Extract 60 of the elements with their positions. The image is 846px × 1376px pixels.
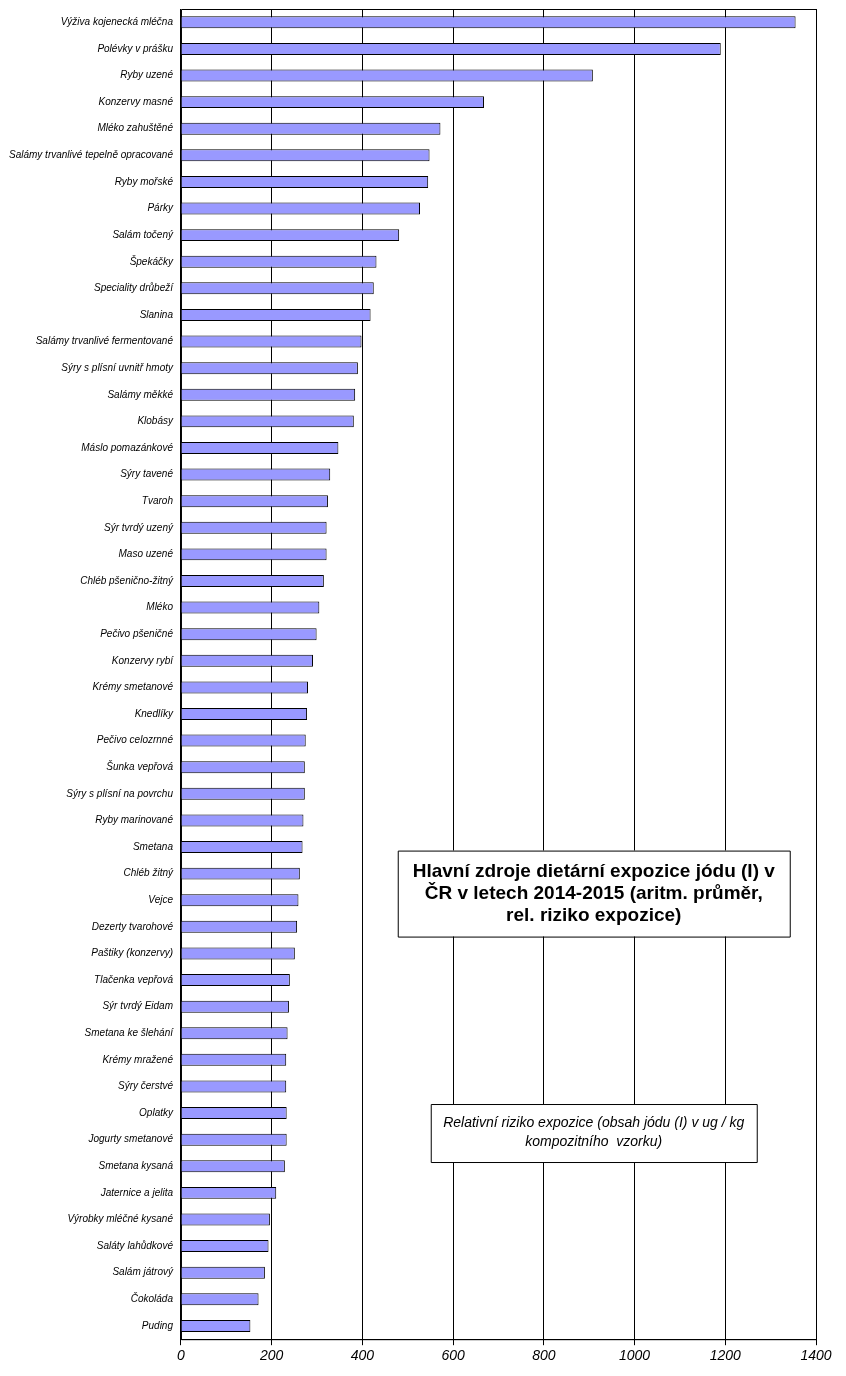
y-tick-label: Sýr tvrdý Eidam bbox=[102, 1000, 173, 1012]
y-tick-label: Špekáčky bbox=[129, 254, 174, 267]
y-tick-label: Chléb pšenično-žitný bbox=[80, 574, 174, 586]
y-tick-label: Vejce bbox=[148, 894, 174, 906]
y-tick-label: Speciality drůbeží bbox=[94, 282, 175, 294]
y-tick-label: Saláty lahůdkové bbox=[96, 1239, 174, 1251]
x-tick-label: 800 bbox=[532, 1347, 556, 1364]
y-tick-label: Konzervy masné bbox=[98, 95, 174, 107]
y-tick-label: Ryby uzené bbox=[120, 69, 174, 81]
x-tick-label: 600 bbox=[441, 1347, 466, 1364]
y-tick-label: Krémy mražené bbox=[102, 1053, 174, 1065]
y-tick-label: Dezerty tvarohové bbox=[91, 920, 174, 932]
y-tick-label: Smetana ke šlehání bbox=[84, 1027, 175, 1039]
y-tick-label: Pečivo pšeničné bbox=[100, 627, 174, 639]
x-tick-label: 1400 bbox=[800, 1347, 832, 1364]
y-tick-label: Salámy trvanlivé fermentované bbox=[35, 335, 174, 347]
x-tick-label: 400 bbox=[350, 1347, 375, 1364]
y-tick-label: Mléko zahuštěné bbox=[97, 122, 174, 134]
y-tick-label: Tlačenka vepřová bbox=[94, 973, 174, 985]
y-tick-label: Sýry s plísní uvnitř hmoty bbox=[61, 361, 174, 373]
text: Hlavní zdroje dietární expozice jódu (I) v ČR v letech 2014-2015 (aritm. průměr, rel. riziko expozice) bbox=[412, 859, 776, 925]
y-tick-label: Puding bbox=[141, 1319, 174, 1331]
y-tick-label: Konzervy rybí bbox=[111, 654, 175, 666]
y-tick-label: Sýry tavené bbox=[120, 468, 174, 480]
y-tick-label: Šunka vepřová bbox=[106, 760, 174, 772]
y-tick-label: Výživa kojenecká mléčna bbox=[60, 16, 174, 28]
y-tick-label: Sýr tvrdý uzený bbox=[104, 521, 174, 533]
y-tick-label: Jogurty smetanové bbox=[87, 1133, 174, 1145]
y-tick-label: Salám játrový bbox=[112, 1266, 174, 1278]
y-tick-label: Máslo pomazánkové bbox=[81, 441, 174, 453]
y-tick-label: Ryby mořské bbox=[114, 175, 174, 187]
x-tick-label: 1000 bbox=[618, 1347, 651, 1364]
y-tick-label: Slanina bbox=[139, 308, 174, 320]
y-tick-label: Mléko bbox=[146, 601, 174, 613]
y-tick-label: Smetana bbox=[132, 840, 174, 852]
y-tick-label: Polévky v prášku bbox=[97, 42, 174, 54]
x-tick-label: 0 bbox=[177, 1347, 186, 1364]
y-tick-label: Maso uzené bbox=[118, 548, 174, 560]
annotation: Relativní riziko expozice (obsah jódu (I) v ug / kg kompozitního vzorku) bbox=[443, 1114, 745, 1150]
y-tick-label: Paštiky (konzervy) bbox=[91, 947, 173, 959]
y-tick-label: Chléb žitný bbox=[123, 867, 174, 879]
y-tick-label: Tvaroh bbox=[141, 494, 174, 506]
y-tick-label: Sýry s plísní na povrchu bbox=[66, 787, 174, 799]
y-tick-label: Salámy trvanlivé tepelně opracované bbox=[9, 149, 174, 161]
y-tick-label: Salámy měkké bbox=[107, 388, 174, 400]
y-tick-label: Čokoláda bbox=[130, 1292, 174, 1305]
y-tick-label: Ryby marinované bbox=[95, 814, 174, 826]
y-tick-label: Smetana kysaná bbox=[98, 1160, 174, 1172]
y-tick-label: Sýry čerstvé bbox=[117, 1080, 174, 1092]
y-tick-label: Pečivo celozrnné bbox=[96, 734, 174, 746]
y-tick-label: Výrobky mléčné kysané bbox=[67, 1213, 174, 1225]
y-tick-label: Klobásy bbox=[137, 415, 174, 427]
y-tick-label: Oplatky bbox=[139, 1106, 174, 1118]
y-tick-label: Jaternice a jelita bbox=[99, 1186, 174, 1198]
x-tick-label: 200 bbox=[259, 1347, 284, 1364]
y-tick-label: Krémy smetanové bbox=[92, 681, 174, 693]
y-tick-label: Knedlíky bbox=[134, 707, 174, 719]
y-tick-label: Salám točený bbox=[112, 228, 174, 240]
x-tick-label: 1200 bbox=[709, 1347, 742, 1364]
y-tick-label: Párky bbox=[147, 202, 174, 214]
